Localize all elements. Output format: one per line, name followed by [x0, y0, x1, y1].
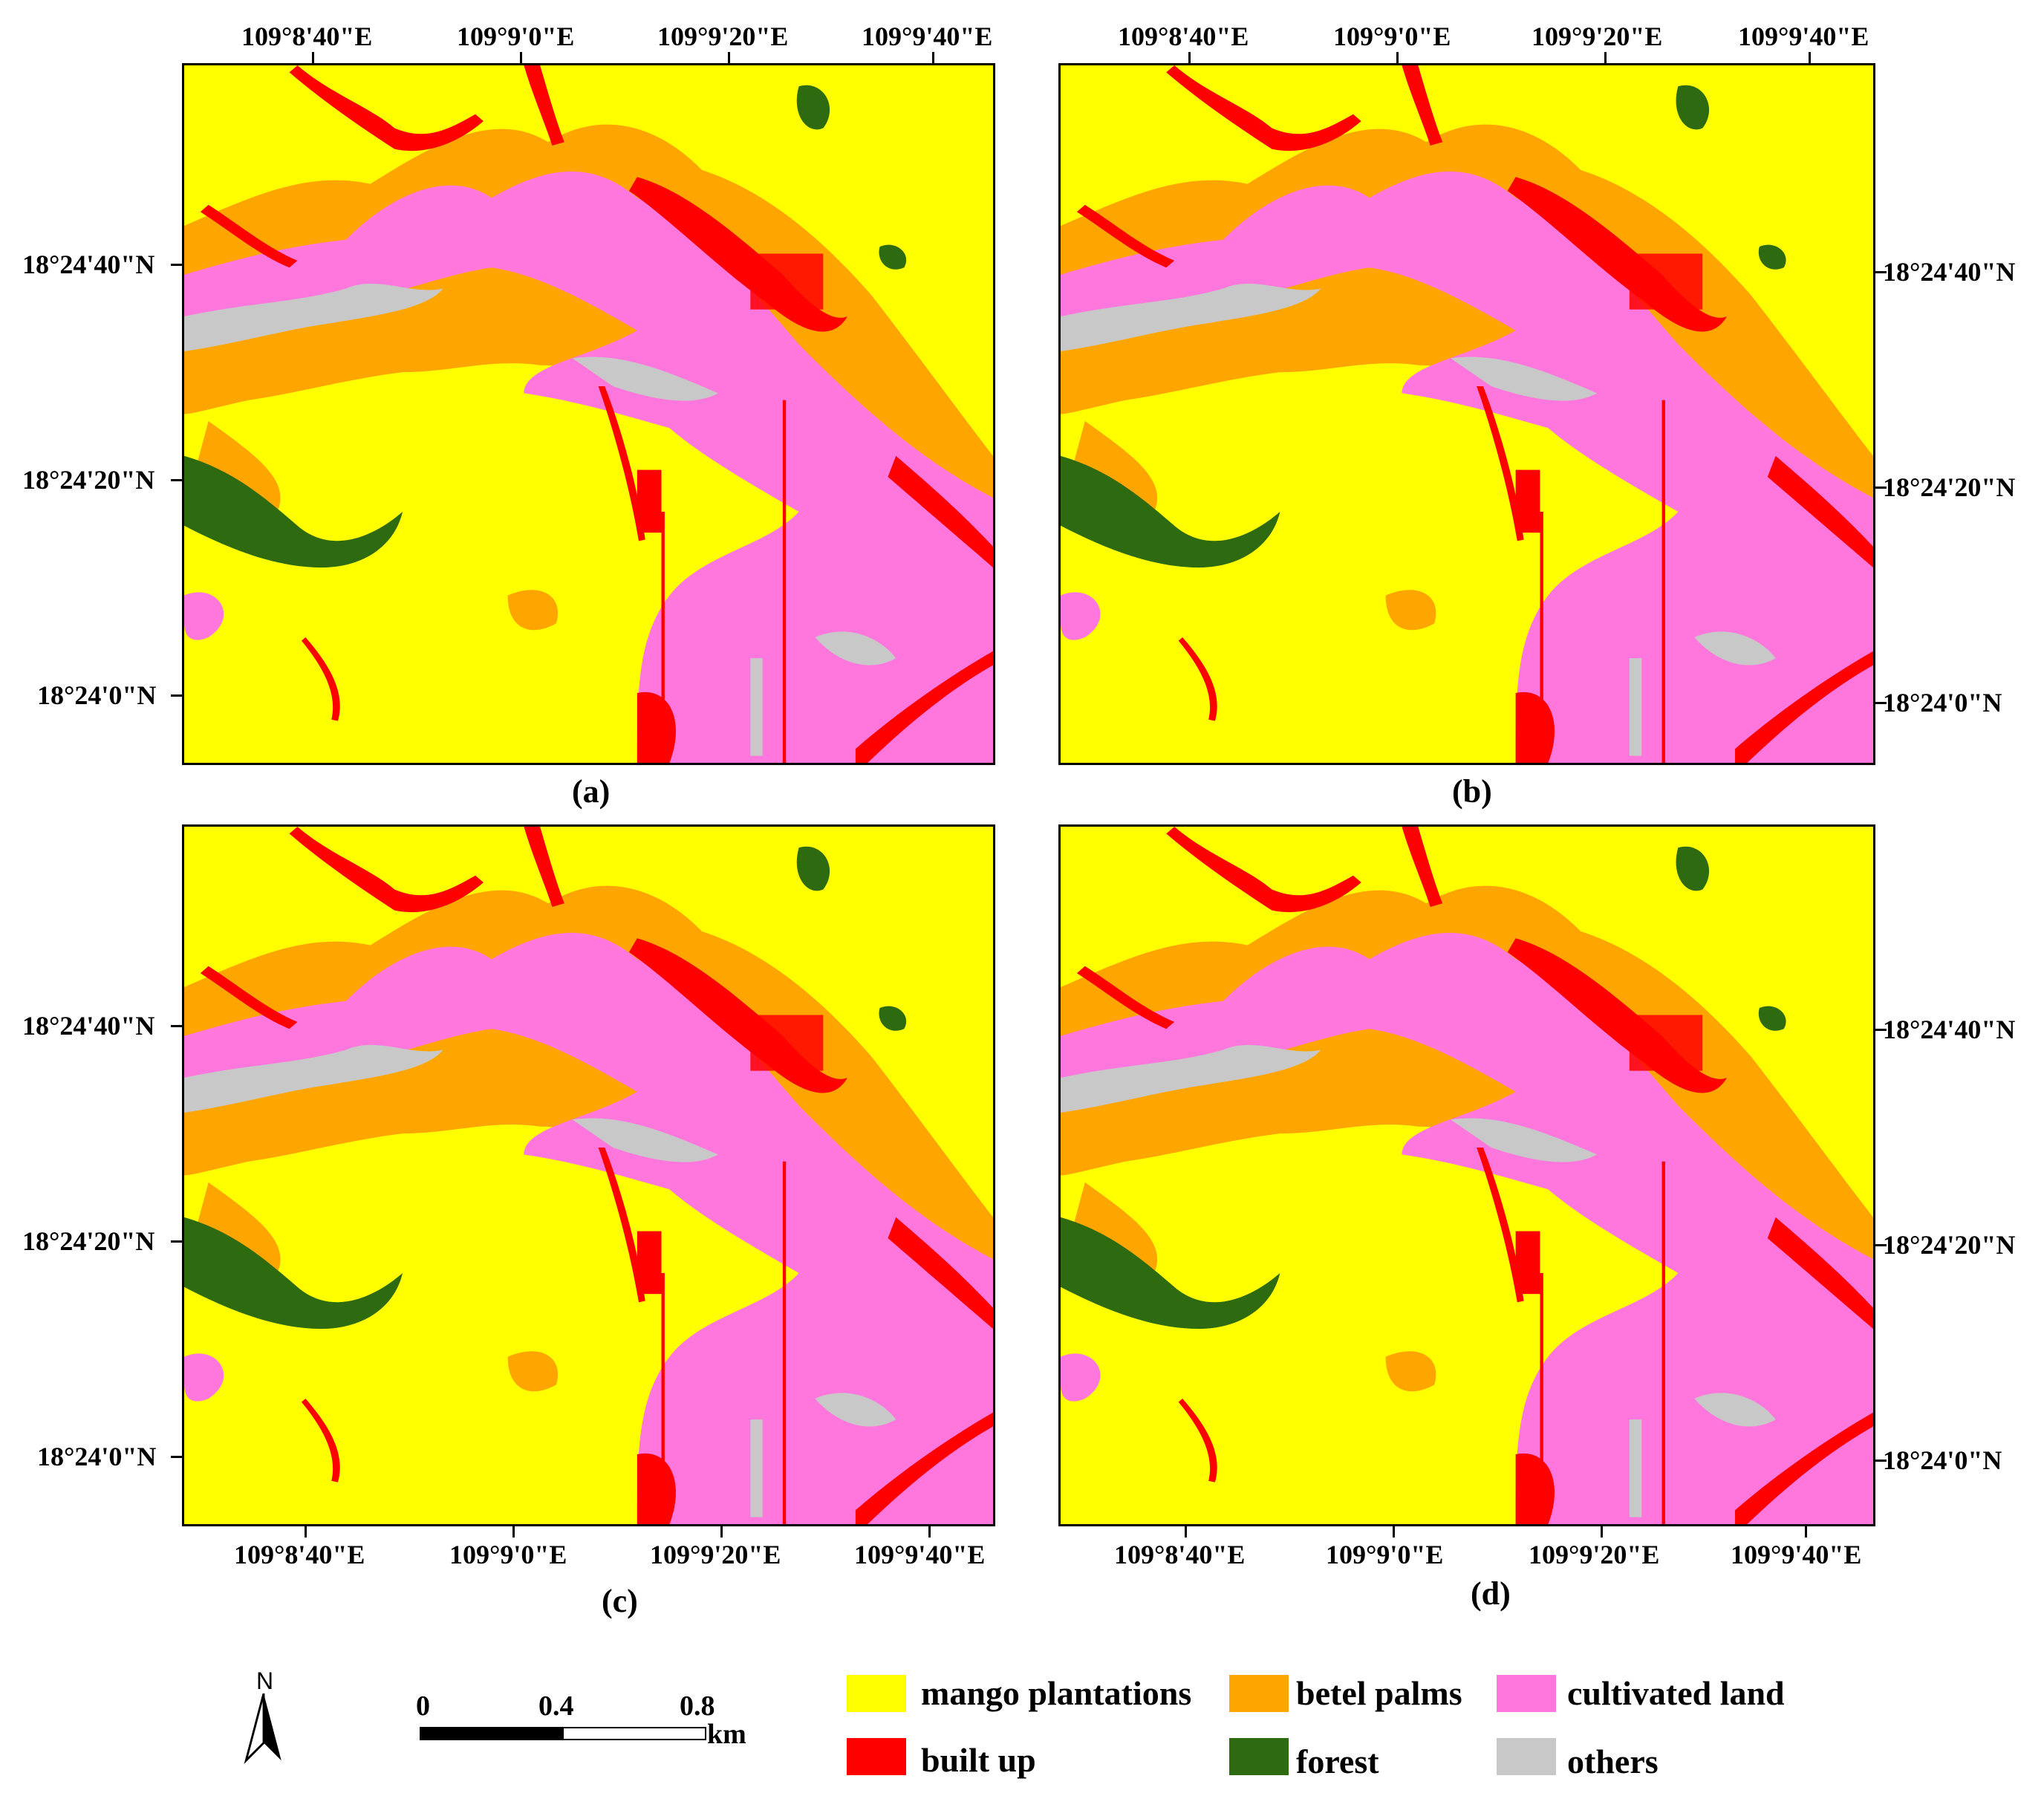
lat-label: 18°24'20"N: [22, 465, 155, 495]
land-cover-map-d: [1061, 827, 1873, 1524]
lat-label: 18°24'20"N: [22, 1226, 155, 1256]
lat-label: 18°24'0"N: [37, 1442, 157, 1471]
lon-label: 109°9'20"E: [650, 1540, 781, 1569]
north-arrow: N: [241, 1667, 286, 1764]
panel-label-b: (b): [1452, 773, 1492, 810]
lon-label: 109°9'0"E: [1333, 22, 1451, 51]
scale-label-0: 0: [416, 1691, 430, 1722]
legend-swatch-forest: [1229, 1738, 1289, 1775]
lat-label: 18°24'0"N: [37, 680, 157, 710]
map-a: [182, 63, 995, 765]
lon-label: 109°9'20"E: [657, 22, 789, 51]
legend-swatch-builtup: [847, 1738, 906, 1775]
lat-label: 18°24'20"N: [1883, 1230, 2016, 1260]
lat-label: 18°24'40"N: [1883, 1015, 2016, 1044]
legend-label-cultivated: cultivated land: [1567, 1674, 1785, 1712]
lon-label: 109°8'40"E: [241, 22, 373, 51]
land-cover-map-a: [184, 65, 993, 763]
legend-swatch-mango: [847, 1675, 906, 1712]
lon-label: 109°9'40"E: [1738, 22, 1869, 51]
north-arrow-icon: [244, 1693, 281, 1764]
lon-label: 109°9'0"E: [449, 1540, 567, 1569]
legend-label-mango: mango plantations: [921, 1674, 1192, 1712]
scale-bar-white: [562, 1727, 706, 1740]
map-b: [1058, 63, 1875, 765]
lon-label: 109°8'40"E: [1118, 22, 1249, 51]
legend-label-forest: forest: [1296, 1742, 1379, 1780]
legend-label-others: others: [1567, 1742, 1659, 1780]
lon-label: 109°8'40"E: [234, 1540, 365, 1569]
legend-label-builtup: built up: [921, 1741, 1036, 1779]
lon-label: 109°9'0"E: [457, 22, 575, 51]
lon-label: 109°9'40"E: [854, 1540, 986, 1569]
lon-label: 109°9'40"E: [862, 22, 993, 51]
lat-label: 18°24'0"N: [1883, 688, 2002, 717]
lon-label: 109°9'20"E: [1529, 1540, 1660, 1569]
map-d: [1058, 824, 1875, 1526]
lon-label: 109°9'40"E: [1731, 1540, 1862, 1569]
lon-label: 109°9'0"E: [1326, 1540, 1444, 1569]
lon-label: 109°9'20"E: [1532, 22, 1663, 51]
scale-label-2: 0.8: [680, 1691, 715, 1722]
scale-label-1: 0.4: [538, 1691, 574, 1722]
north-label: N: [256, 1667, 274, 1694]
lat-label: 18°24'20"N: [1883, 472, 2016, 502]
panel-label-a: (a): [572, 773, 611, 810]
scale-bar-black: [420, 1727, 564, 1740]
lat-label: 18°24'40"N: [22, 1011, 155, 1041]
lat-label: 18°24'40"N: [22, 250, 155, 279]
land-cover-map-b: [1061, 65, 1873, 763]
lon-label: 109°8'40"E: [1114, 1540, 1246, 1569]
scale-unit: km: [707, 1719, 746, 1750]
legend-swatch-others: [1497, 1738, 1556, 1775]
legend: mango plantations betel palms cultivated…: [847, 1667, 1812, 1780]
lat-label: 18°24'0"N: [1883, 1445, 2002, 1475]
scale-bar: 0 0.4 0.8 km: [416, 1690, 758, 1757]
land-cover-map-c: [184, 827, 993, 1524]
panel-label-d: (d): [1471, 1575, 1511, 1612]
legend-swatch-betel: [1229, 1675, 1289, 1712]
map-c: [182, 824, 995, 1526]
lat-label: 18°24'40"N: [1883, 257, 2016, 287]
legend-label-betel: betel palms: [1296, 1674, 1462, 1712]
panel-label-c: (c): [602, 1583, 638, 1619]
legend-swatch-cultivated: [1497, 1675, 1556, 1712]
